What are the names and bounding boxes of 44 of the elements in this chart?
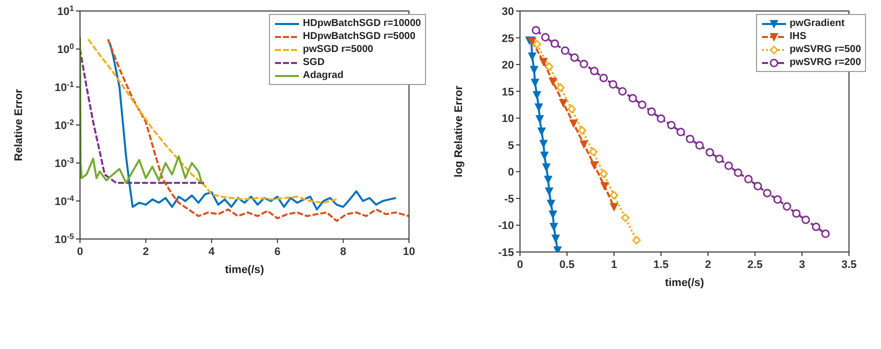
y-tick-label: 10	[502, 113, 514, 126]
x-tick-label: 4	[208, 246, 216, 258]
x-tick-label: 0	[76, 246, 84, 258]
x-tick-label: 0.5	[559, 259, 575, 271]
y-tick-label: -10	[498, 220, 514, 232]
x-tick-label: 3.5	[841, 259, 857, 271]
y-tick-label: 5	[508, 140, 514, 152]
y-axis-title: log Relative Error	[452, 84, 465, 178]
y-tick-label: 10$^{-2}$	[54, 118, 75, 132]
y-tick-label: 20	[502, 60, 514, 72]
x-tick-label: 1	[610, 259, 618, 271]
y-tick-label: 30	[502, 6, 514, 18]
x-tick-label: 8	[340, 246, 346, 258]
x-tick-label: 3	[798, 259, 806, 271]
y-tick-label: -5	[504, 193, 514, 206]
x-tick-label: 10	[402, 246, 416, 258]
y-axis-title: Relative Error	[12, 88, 25, 162]
y-tick-label: 15	[502, 86, 514, 98]
y-tick-label: -15	[498, 247, 514, 259]
legend-label: pwGradient	[790, 18, 845, 29]
y-tick-label: 0	[508, 166, 514, 179]
x-axis-title: time(/s)	[664, 277, 704, 289]
legend-label: Adagrad	[302, 70, 344, 81]
y-tick-label: 10$^{0}$	[57, 42, 75, 56]
y-tick-label: 10$^{-1}$	[54, 80, 75, 94]
legend-label: HDpwBatchSGD r=5000	[302, 31, 416, 42]
y-tick-label: 10$^{-5}$	[54, 232, 75, 246]
legend-label: pwSGD r=5000	[302, 44, 374, 55]
legend-label: HDpwBatchSGD r=10000	[302, 18, 421, 29]
legend-label: IHS	[790, 31, 806, 42]
y-tick-label: 25	[502, 32, 514, 45]
x-tick-label: 2	[704, 259, 712, 271]
legend-label: pwSVRG r=500	[790, 44, 861, 55]
x-tick-label: 1.5	[653, 259, 669, 271]
legend-label: SGD	[302, 57, 325, 68]
y-tick-label: 10$^{-3}$	[54, 156, 75, 170]
x-tick-label: 0	[516, 259, 524, 271]
legend-label: pwSVRG r=200	[790, 57, 861, 68]
x-tick-label: 2.5	[747, 259, 763, 271]
x-axis-title: time(/s)	[224, 264, 264, 276]
x-tick-label: 6	[274, 246, 280, 258]
y-tick-label: 10$^{-4}$	[54, 194, 75, 208]
y-tick-label: 10$^{1}$	[57, 4, 75, 18]
x-tick-label: 2	[142, 246, 149, 258]
